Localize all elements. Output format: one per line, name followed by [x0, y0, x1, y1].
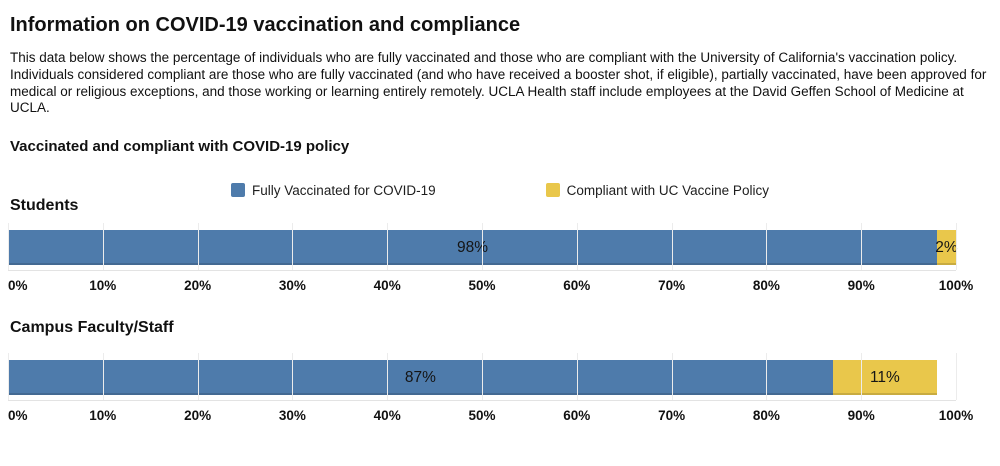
- bar-value-label-compliant: 11%: [869, 368, 900, 386]
- axis-tick-label: 100%: [938, 278, 974, 294]
- stacked-bar-students: 98% 2%: [8, 230, 958, 266]
- axis-tick-label: 60%: [563, 278, 591, 294]
- axis-tick-label: 30%: [278, 408, 306, 424]
- gridline: [102, 353, 104, 401]
- chart-title-students: Students: [10, 197, 79, 215]
- chart-students: Students 98% 2% 0% 10% 20% 30% 40% 50% 60% 70% 8…: [0, 197, 1000, 295]
- gridline: [102, 223, 104, 271]
- axis-tick-label: 30%: [278, 278, 306, 294]
- gridline: [576, 353, 578, 401]
- gridline: [671, 223, 673, 271]
- legend-item-vaccinated[interactable]: Fully Vaccinated for COVID-19: [231, 183, 436, 198]
- gridline: [387, 353, 389, 401]
- axis-tick-label: 70%: [658, 408, 686, 424]
- bar-segment-vaccinated[interactable]: 87%: [8, 360, 833, 396]
- axis-tick-label: 70%: [658, 278, 686, 294]
- axis-tick-label: 40%: [373, 408, 401, 424]
- description-text: This data below shows the percentage of …: [10, 50, 987, 116]
- gridline: [292, 223, 294, 271]
- gridline: [766, 353, 768, 401]
- bar-segment-vaccinated[interactable]: 98%: [8, 230, 938, 266]
- axis-tick-label: 90%: [847, 278, 875, 294]
- gridline: [8, 223, 9, 271]
- chart-faculty-staff: Campus Faculty/Staff 87% 11% 0% 10% 20% 30%…: [0, 319, 1000, 425]
- gridline: [482, 353, 483, 401]
- legend-label-vaccinated: Fully Vaccinated for COVID-19: [252, 182, 436, 198]
- vaccinated-swatch: [231, 183, 246, 198]
- gridline: [482, 223, 483, 271]
- chart-group-subtitle: Vaccinated and compliant with COVID-19 p…: [10, 138, 350, 156]
- legend-item-compliant[interactable]: Compliant with UC Vaccine Policy: [545, 182, 769, 198]
- bar-value-label-compliant: 2%: [935, 238, 958, 256]
- gridline: [956, 223, 957, 271]
- legend: Fully Vaccinated for COVID-19 Compliant …: [0, 181, 1000, 199]
- axis-tick-label: 80%: [752, 408, 780, 424]
- axis-tick-label: 40%: [373, 278, 401, 294]
- axis-tick-label: 100%: [938, 408, 974, 424]
- axis-tick-label: 20%: [184, 408, 212, 424]
- legend-label-compliant: Compliant with UC Vaccine Policy: [566, 182, 769, 198]
- axis-tick-label: 60%: [563, 408, 591, 424]
- axis-tick-label: 50%: [468, 408, 496, 424]
- plot-area-faculty-staff: 87% 11%: [8, 353, 957, 402]
- axis-tick-label: 0%: [8, 408, 28, 424]
- gridline: [861, 353, 863, 401]
- axis-tick-label: 10%: [89, 408, 117, 424]
- gridline: [197, 223, 199, 271]
- plot-area-students: 98% 2%: [8, 223, 958, 272]
- x-axis-students: 0% 10% 20% 30% 40% 50% 60% 70% 80% 90% 100%: [8, 278, 973, 295]
- bar-segment-compliant[interactable]: 2%: [935, 230, 958, 266]
- axis-tick-label: 50%: [468, 278, 496, 294]
- page-title: Information on COVID-19 vaccination and …: [10, 14, 521, 36]
- chart-title-faculty-staff: Campus Faculty/Staff: [10, 319, 174, 337]
- gridline: [576, 223, 578, 271]
- axis-tick-label: 10%: [89, 278, 117, 294]
- compliant-swatch: [545, 183, 560, 198]
- axis-tick-label: 0%: [8, 278, 28, 294]
- gridline: [197, 353, 199, 401]
- gridline: [292, 353, 294, 401]
- bar-value-label-vaccinated: 87%: [404, 368, 436, 386]
- gridline: [387, 223, 389, 271]
- gridline: [671, 353, 673, 401]
- bar-value-label-vaccinated: 98%: [457, 238, 489, 256]
- axis-tick-label: 80%: [752, 278, 780, 294]
- gridline: [956, 353, 957, 401]
- bar-segment-compliant[interactable]: 11%: [832, 360, 938, 396]
- gridline: [766, 223, 768, 271]
- axis-tick-label: 20%: [184, 278, 212, 294]
- gridline: [8, 353, 9, 401]
- stacked-bar-faculty-staff: 87% 11%: [8, 360, 956, 396]
- axis-tick-label: 90%: [847, 408, 875, 424]
- x-axis-faculty-staff: 0% 10% 20% 30% 40% 50% 60% 70% 80% 90% 100%: [8, 408, 973, 425]
- gridline: [861, 223, 863, 271]
